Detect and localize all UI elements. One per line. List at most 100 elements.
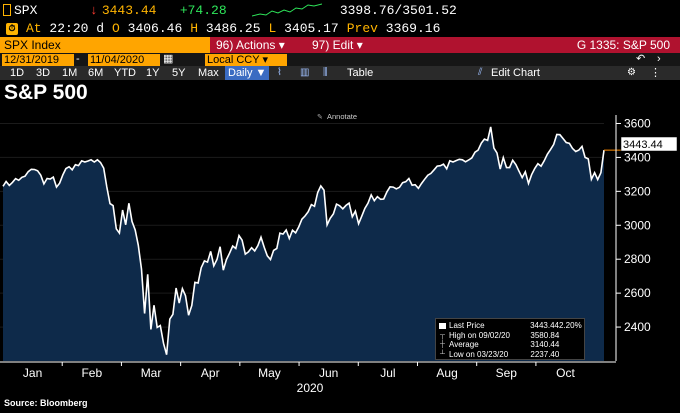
y-tick-label: 3200 [624,184,651,198]
low-label: L [268,21,277,36]
period-max[interactable]: Max [198,67,219,79]
legend-pct: 2.20% [559,321,582,330]
edit-chart-button[interactable]: Edit Chart [491,67,540,79]
chart-title: S&P 500 [4,81,88,104]
last-price-tag-label: 3443.44 [623,139,663,151]
x-tick-label: Feb [81,366,102,380]
prev-value: 3369.16 [385,21,441,36]
y-axis: 2400 2600 2800 3000 3200 3400 3600 [615,115,651,361]
last-price: 3443.44 [101,2,157,18]
legend-value: 3140.44 [530,340,560,349]
currency-select[interactable]: Local CCY ▾ [205,54,287,66]
quote-row: ⏱ At 22:20 d O 3406.46 H 3486.25 L 3405.… [0,20,680,37]
toolbar: SPX Index 96) Actions ▾ 97) Edit ▾ G 133… [0,37,680,53]
annotate-label: Annotate [327,112,357,121]
x-tick-label: Jul [380,366,395,380]
period-6m[interactable]: 6M [88,67,104,79]
end-date-input[interactable]: 11/04/2020 [88,54,160,66]
pencil-icon: ✎ [317,114,323,121]
period-1d[interactable]: 1D [10,67,25,79]
legend-row-high: ┬ High on 09/02/20 3580.84 [439,331,581,341]
currency-value: Local CCY [207,54,260,66]
date-separator: - [76,53,80,65]
x-tick-label: Oct [556,366,575,380]
x-tick-label: Aug [436,366,457,380]
legend-value: 3443.44 [530,321,559,330]
day-range: 3398.76/3501.52 [339,2,457,18]
down-arrow-icon: ↓ [90,2,98,18]
period-1m[interactable]: 1M [62,67,78,79]
legend-row-last: Last Price 3443.44 2.20% [439,321,582,331]
edit-chart-icon[interactable]: ⫽ [478,67,483,78]
period-ytd[interactable]: YTD [114,67,136,79]
open-value: 3406.46 [127,21,183,36]
table-button[interactable]: Table [347,67,374,79]
high-marker-icon: ┬ [440,331,445,339]
y-tick-label: 2400 [624,320,651,334]
back-icon[interactable]: ↶ [636,53,646,65]
legend-row-average: ┼ Average 3140.44 [439,340,581,350]
legend-pct [559,350,581,360]
low-value: 3405.17 [284,21,339,36]
price-chart[interactable]: 2400 2600 2800 3000 3200 3400 3600 Jan Feb Mar Ap… [0,105,680,398]
x-tick-label: Sep [496,366,518,380]
more-menu-icon[interactable]: ⋮ [650,67,661,79]
chart-legend[interactable]: Last Price 3443.44 2.20% ┬ High on 09/02/… [435,318,585,360]
legend-label: Average [449,340,479,349]
x-tick-label: Jan [23,366,42,380]
caret-down-icon: ▾ [356,38,363,52]
legend-pct [559,340,581,350]
x-year-label: 2020 [297,381,324,395]
calendar-icon[interactable]: ▦ [163,53,174,65]
legend-label: Low on 03/23/20 [449,349,509,359]
actions-label: 96) Actions [216,38,276,52]
legend-row-low: ┴ Low on 03/23/20 2237.40 [439,350,581,360]
open-label: O [112,21,120,36]
edit-button[interactable]: 97) Edit ▾ [312,37,363,53]
period-3d[interactable]: 3D [36,67,51,79]
low-marker-icon: ┴ [440,350,445,358]
period-row: 1D 3D 1M 6M YTD 1Y 5Y Max Daily ▼ ⌇ ▥ ⫼ … [0,66,680,80]
legend-label: Last Price [449,321,485,330]
security-field[interactable]: SPX Index [0,37,210,53]
average-marker-icon: ┼ [440,341,445,348]
caret-down-icon: ▾ [278,38,285,52]
legend-pct [559,331,581,341]
at-time: 22:20 d [49,21,105,36]
x-tick-label: Jun [319,366,338,380]
at-label: At [26,21,42,36]
legend-label: High on 09/02/20 [449,330,510,340]
forward-icon[interactable]: › [657,53,661,65]
y-tick-label: 2800 [624,252,651,266]
y-tick-label: 3600 [624,116,651,130]
x-tick-label: May [258,366,281,380]
legend-value: 2237.40 [530,349,560,359]
frequency-select[interactable]: Daily ▼ [225,66,270,80]
actions-button[interactable]: 96) Actions ▾ [216,37,285,53]
last-price-tag: 3443.44 [620,136,678,152]
ticker-symbol[interactable]: SPX [14,2,38,18]
period-5y[interactable]: 5Y [172,67,186,79]
x-tick-label: Mar [141,366,162,380]
x-tick-label: Apr [201,366,220,380]
period-1y[interactable]: 1Y [146,67,160,79]
function-title: G 1335: S&P 500 [576,38,670,52]
annotate-button[interactable]: ✎ Annotate [317,112,357,121]
caret-down-icon: ▾ [262,54,268,66]
source-note: Source: Bloomberg [4,398,88,408]
chart-type-icon[interactable]: ⫼ [323,67,328,78]
line-chart-icon[interactable]: ⌇ [277,67,282,78]
edit-label: 97) Edit [312,38,354,52]
start-date-input[interactable]: 12/31/2019 [2,54,74,66]
legend-value: 3580.84 [530,330,560,340]
high-label: H [190,21,199,36]
y-tick-label: 3000 [624,218,651,232]
ticker-row: SPX ↓ 3443.44 +74.28 3398.76/3501.52 [0,0,680,20]
x-axis: Jan Feb Mar Apr May Jun Jul Aug Sep Oct 2020 [0,361,616,395]
gear-icon[interactable]: ⚙ [627,67,636,78]
y-tick-label: 3400 [624,150,651,164]
clock-icon: ⏱ [6,22,18,35]
bar-chart-icon[interactable]: ▥ [300,67,310,78]
bookmark-icon[interactable] [3,4,11,16]
high-value: 3486.25 [205,21,261,36]
